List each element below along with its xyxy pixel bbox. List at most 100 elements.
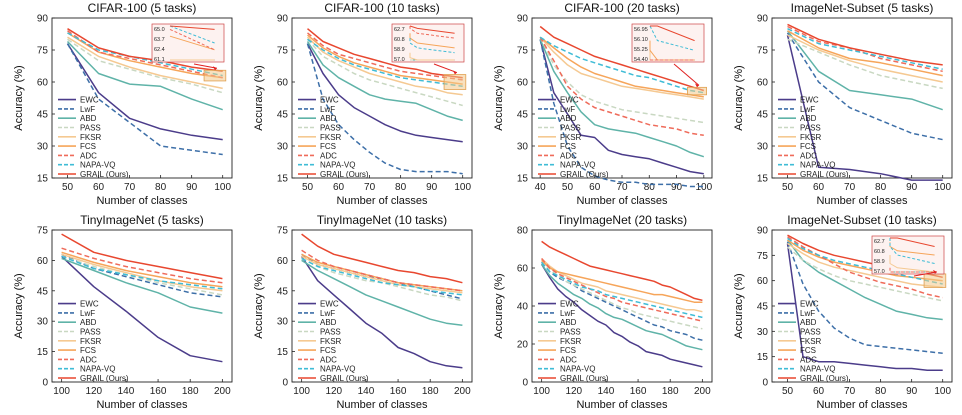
x-tick-label: 100 [695,182,712,193]
inset-series-line [409,25,455,34]
x-tick-label: 70 [364,182,376,193]
y-axis-label: Accuracy (%) [13,273,25,338]
x-tick-label: 160 [150,386,167,397]
legend-label: ABD [80,318,97,327]
series-line [306,43,463,143]
inset-tick-label: 54.40 [634,57,648,63]
x-tick-label: 70 [844,386,856,397]
series-line [306,41,463,122]
plot-frame [51,229,233,383]
series-line [541,258,703,322]
legend-label: GRAIL (Ours) [800,170,849,179]
series-line [306,43,463,175]
legend-label: FCS [320,142,336,151]
x-tick-label: 100 [53,386,70,397]
x-axis-label: Number of classes [336,195,428,207]
series-line [539,36,704,124]
y-tick-label: 60 [757,276,769,287]
inset-series-line [409,38,455,54]
zoom-arrow [673,63,700,86]
x-tick-label: 60 [813,182,825,193]
series-line [539,39,704,188]
y-tick-label: 15 [757,174,769,185]
legend-label: ABD [800,114,817,123]
legend-label: EWC [80,300,99,309]
legend-label: PASS [320,328,341,337]
series-line [61,253,223,292]
x-tick-label: 120 [325,386,342,397]
inset-series-line [169,25,215,44]
x-tick-label: 100 [533,386,550,397]
legend-label: GRAIL (Ours) [560,374,609,383]
legend-label: ADC [560,151,577,160]
y-tick-label: 90 [277,14,289,25]
x-tick-label: 200 [214,386,231,397]
series-line [307,28,463,79]
chart-panel: TinyImageNet (20 tasks) 100 120 140 160 180 20… [493,213,713,411]
chart-panel: TinyImageNet (10 tasks) 100 120 140 160 180 20… [253,213,473,411]
chart-panel: ImageNet-Subset (5 tasks) 50 60 70 80 90 100 15… [733,1,953,207]
series-line [61,255,223,363]
x-tick-label: 200 [454,386,471,397]
inset-series-line [889,267,935,273]
inset-tick-label: 58.9 [874,259,885,265]
legend-label: NAPA-VQ [560,365,595,374]
chart-panel: CIFAR-100 (10 tasks) 50 60 70 80 90 100 15 30 45 6… [253,1,473,207]
legend-label: ADC [560,355,577,364]
plot-frame [771,17,953,179]
legend-label: ADC [80,151,97,160]
y-tick-label: 90 [757,14,769,25]
legend-label: NAPA-VQ [80,161,115,170]
series-line [539,36,704,98]
series-line [67,38,223,94]
inset-tick-label: 57.0 [394,57,405,63]
y-tick-label: 45 [757,302,769,313]
legend-label: FCS [320,346,336,355]
series-line [539,25,705,92]
y-tick-label: 15 [757,352,769,363]
legend-label: FCS [800,142,816,151]
series-line [66,43,223,156]
x-tick-label: 60 [589,182,601,193]
series-line [786,30,943,111]
x-tick-label: 70 [844,182,856,193]
series-line [61,255,223,296]
chart-panel: CIFAR-100 (20 tasks) 40 50 60 70 80 90 100 15 30 4… [493,1,713,207]
y-tick-label: 45 [37,110,49,121]
series-line [61,247,223,284]
y-tick-label: 45 [277,110,289,121]
series-line [66,43,223,141]
inset-tick-label: 62.4 [154,47,165,53]
inset-tick-label: 56.95 [634,27,648,33]
zoom-arrow [913,271,938,277]
x-tick-label: 180 [422,386,439,397]
chart-title: TinyImageNet (5 tasks) [80,213,204,227]
legend-label: FKSR [560,133,582,142]
legend-label: FCS [800,346,816,355]
y-axis-label: Accuracy (%) [253,65,265,130]
y-axis-label: Accuracy (%) [733,273,745,338]
series-line [539,39,705,158]
x-tick-label: 200 [694,386,711,397]
series-line [539,39,704,175]
legend-label: EWC [560,96,579,105]
series-line [787,242,943,289]
inset-series-line [409,33,455,49]
y-tick-label: 0 [282,378,288,389]
y-tick-label: 90 [757,226,769,237]
x-tick-label: 50 [62,182,74,193]
y-tick-label: 0 [762,378,768,389]
inset-zoom: 56.95 56.10 55.25 54.40 [631,23,705,63]
series-line [301,259,463,327]
inset-tick-label: 55.25 [634,47,648,53]
series-line [786,32,943,141]
chart-panel: CIFAR-100 (5 tasks) 50 60 70 80 90 100 15 30 45 60… [13,1,233,207]
x-tick-label: 90 [906,386,918,397]
legend-label: EWC [800,96,819,105]
legend-label: ADC [800,355,817,364]
x-tick-label: 100 [454,182,471,193]
series-line [67,32,223,77]
x-tick-label: 180 [662,386,679,397]
y-tick-label: 15 [277,347,289,358]
legend-label: ABD [560,114,577,123]
